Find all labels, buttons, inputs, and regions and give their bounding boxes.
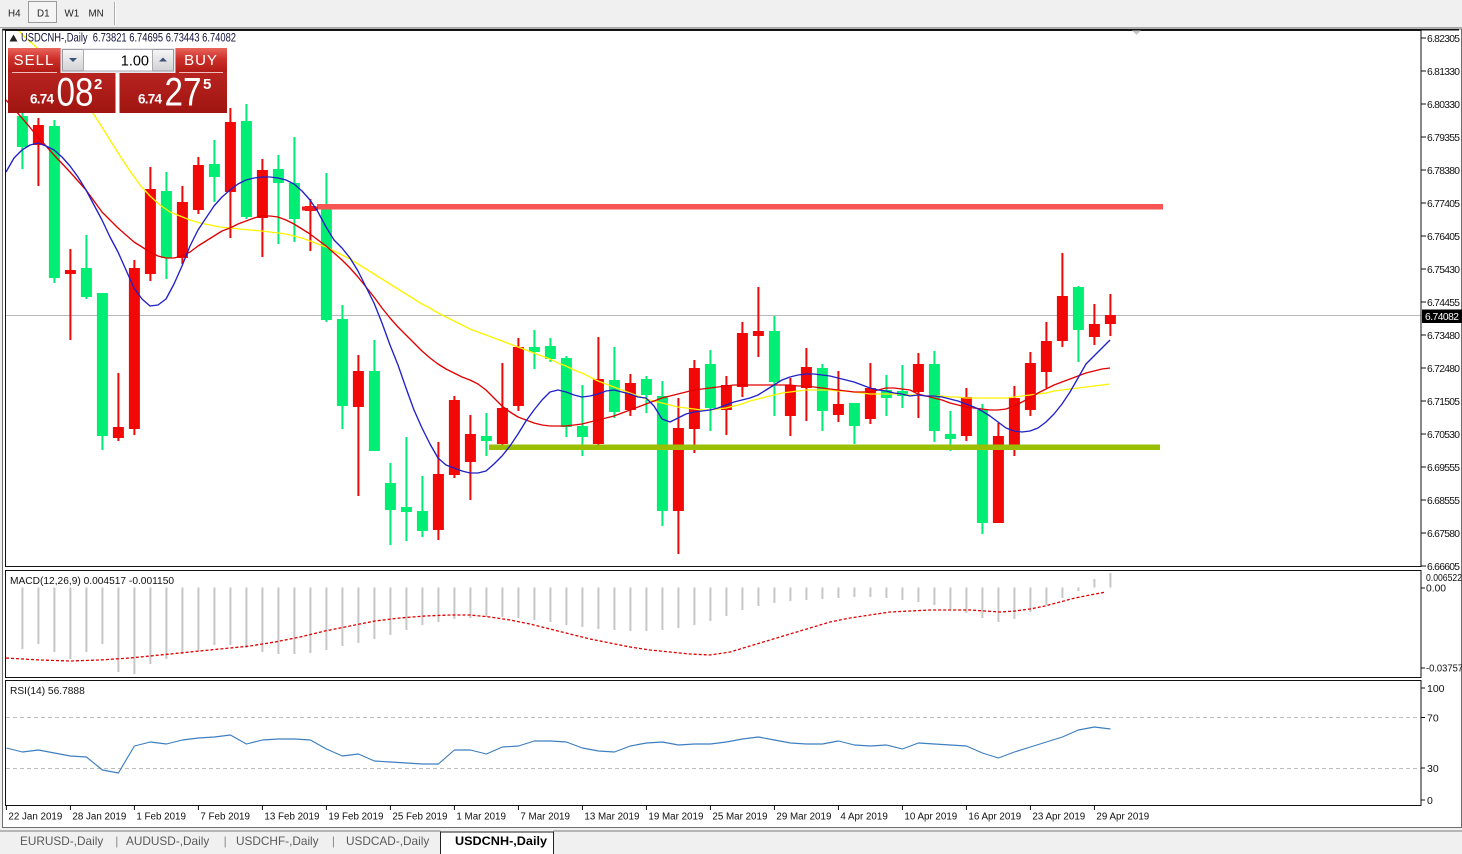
svg-text:SELL: SELL xyxy=(14,52,55,69)
svg-text:MN: MN xyxy=(89,9,104,20)
svg-text:H4: H4 xyxy=(8,9,21,20)
svg-text:30: 30 xyxy=(1427,763,1439,775)
svg-text:6.80330: 6.80330 xyxy=(1427,100,1460,111)
svg-text:6.81330: 6.81330 xyxy=(1427,67,1460,78)
svg-text:USDCHF-,Daily: USDCHF-,Daily xyxy=(236,834,319,848)
svg-text:USDCNH-,Daily 6.73821 6.74695: USDCNH-,Daily 6.73821 6.74695 6.73443 6.… xyxy=(21,31,236,45)
svg-text:6.79355: 6.79355 xyxy=(1427,133,1460,144)
svg-text:6.74455: 6.74455 xyxy=(1427,298,1460,309)
svg-text:19 Feb 2019: 19 Feb 2019 xyxy=(328,812,383,823)
svg-text:W1: W1 xyxy=(65,9,80,20)
svg-text:EURUSD-,Daily: EURUSD-,Daily xyxy=(20,834,103,848)
svg-text:08: 08 xyxy=(57,71,94,115)
svg-text:6.76405: 6.76405 xyxy=(1427,232,1460,243)
svg-text:29 Mar 2019: 29 Mar 2019 xyxy=(776,812,831,823)
svg-text:7 Feb 2019: 7 Feb 2019 xyxy=(200,812,250,823)
svg-text:USDCNH-,Daily: USDCNH-,Daily xyxy=(455,834,547,848)
svg-text:6.71505: 6.71505 xyxy=(1427,397,1460,408)
svg-text:USDCAD-,Daily: USDCAD-,Daily xyxy=(346,834,429,848)
svg-text:BUY: BUY xyxy=(184,52,218,69)
svg-text:100: 100 xyxy=(1427,683,1445,695)
svg-text:6.72480: 6.72480 xyxy=(1427,364,1460,375)
svg-text:1.00: 1.00 xyxy=(121,54,149,70)
svg-text:0.00: 0.00 xyxy=(1426,584,1446,595)
svg-text:27: 27 xyxy=(165,71,202,115)
svg-text:19 Mar 2019: 19 Mar 2019 xyxy=(648,812,703,823)
svg-text:22 Jan 2019: 22 Jan 2019 xyxy=(8,812,62,823)
svg-text:70: 70 xyxy=(1427,713,1439,725)
svg-text:13 Feb 2019: 13 Feb 2019 xyxy=(264,812,319,823)
svg-text:6.82305: 6.82305 xyxy=(1427,34,1460,45)
svg-text:MACD(12,26,9) 0.004517 -0.0011: MACD(12,26,9) 0.004517 -0.001150 xyxy=(10,576,174,587)
svg-text:16 Apr 2019: 16 Apr 2019 xyxy=(968,812,1021,823)
svg-text:6.74082: 6.74082 xyxy=(1425,312,1459,323)
svg-text:6.66605: 6.66605 xyxy=(1427,562,1460,573)
svg-text:7 Mar 2019: 7 Mar 2019 xyxy=(520,812,570,823)
svg-text:2: 2 xyxy=(94,76,102,93)
svg-text:25 Feb 2019: 25 Feb 2019 xyxy=(392,812,447,823)
svg-text:6.67580: 6.67580 xyxy=(1427,529,1460,540)
svg-text:-0.03757: -0.03757 xyxy=(1426,664,1462,675)
svg-text:6.70530: 6.70530 xyxy=(1427,430,1460,441)
svg-text:6.74: 6.74 xyxy=(138,92,162,107)
svg-text:0.006522: 0.006522 xyxy=(1426,573,1462,584)
svg-text:5: 5 xyxy=(203,76,211,93)
svg-text:6.73480: 6.73480 xyxy=(1427,331,1460,342)
svg-text:28 Jan 2019: 28 Jan 2019 xyxy=(72,812,126,823)
svg-text:6.78380: 6.78380 xyxy=(1427,166,1460,177)
svg-text:23 Apr 2019: 23 Apr 2019 xyxy=(1032,812,1085,823)
svg-text:|: | xyxy=(115,834,118,848)
svg-text:|: | xyxy=(224,834,227,848)
svg-text:6.69555: 6.69555 xyxy=(1427,463,1460,474)
svg-text:1 Feb 2019: 1 Feb 2019 xyxy=(136,812,186,823)
svg-text:RSI(14) 56.7888: RSI(14) 56.7888 xyxy=(10,686,85,697)
svg-text:6.74: 6.74 xyxy=(30,92,54,107)
svg-text:4 Apr 2019: 4 Apr 2019 xyxy=(840,812,887,823)
svg-text:AUDUSD-,Daily: AUDUSD-,Daily xyxy=(126,834,209,848)
svg-text:|: | xyxy=(332,834,335,848)
svg-text:6.75430: 6.75430 xyxy=(1427,265,1460,276)
svg-text:6.77405: 6.77405 xyxy=(1427,199,1460,210)
svg-text:0: 0 xyxy=(1427,795,1433,807)
svg-text:10 Apr 2019: 10 Apr 2019 xyxy=(904,812,957,823)
svg-text:1 Mar 2019: 1 Mar 2019 xyxy=(456,812,506,823)
svg-text:D1: D1 xyxy=(37,9,50,20)
svg-text:6.68555: 6.68555 xyxy=(1427,496,1460,507)
svg-text:13 Mar 2019: 13 Mar 2019 xyxy=(584,812,639,823)
svg-text:25 Mar 2019: 25 Mar 2019 xyxy=(712,812,767,823)
svg-text:29 Apr 2019: 29 Apr 2019 xyxy=(1096,812,1149,823)
